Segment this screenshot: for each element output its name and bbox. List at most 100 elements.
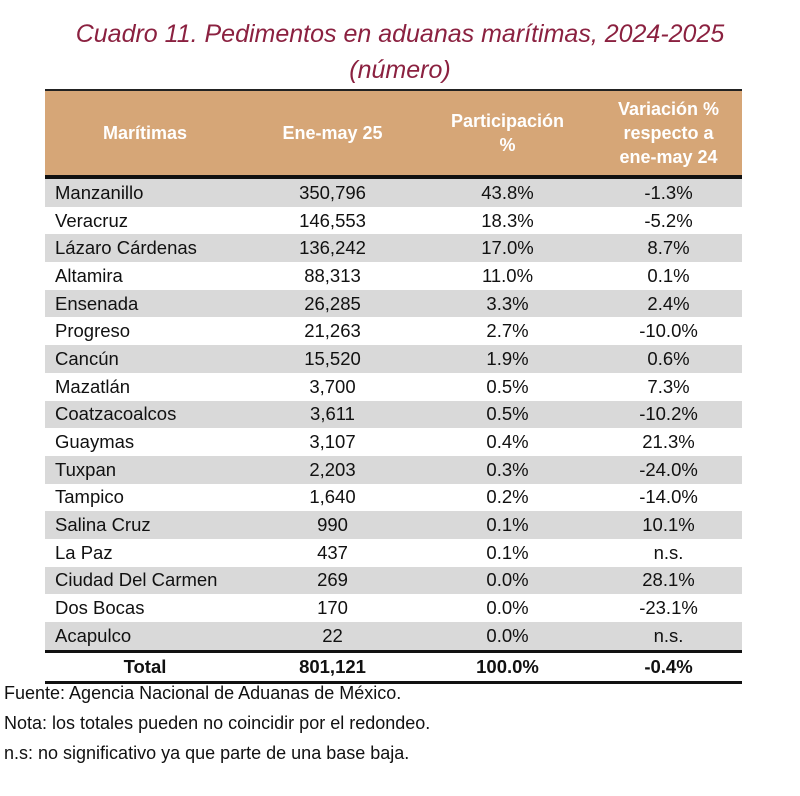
table-row: Ensenada 26,285 3.3% 2.4% xyxy=(45,289,742,318)
header-row: Marítimas Ene-may 25 Participación % Var… xyxy=(45,89,742,179)
cell-ene-may-25: 2,203 xyxy=(245,455,420,484)
cell-participacion: 0.0% xyxy=(486,597,529,619)
table-row: Progreso 21,263 2.7% -10.0% xyxy=(45,317,742,345)
cell-name: Tampico xyxy=(55,486,124,508)
header-ene-may-25: Ene-may 25 xyxy=(245,89,420,179)
cell-variacion: -10.0% xyxy=(639,320,698,342)
table-row: Coatzacoalcos 3,611 0.5% -10.2% xyxy=(45,400,742,429)
cell-name: Progreso xyxy=(55,320,131,342)
source-note: Fuente: Agencia Nacional de Aduanas de M… xyxy=(4,683,402,703)
cell-ene-may-25: 3,107 xyxy=(309,431,356,453)
cell-participacion: 17.0% xyxy=(420,234,595,263)
header-maritimas: Marítimas xyxy=(45,89,245,179)
cell-participacion: 0.0% xyxy=(420,622,595,652)
cell-name: Veracruz xyxy=(55,209,129,231)
table-row: Mazatlán 3,700 0.5% 7.3% xyxy=(45,373,742,401)
cell-name: Coatzacoalcos xyxy=(45,400,245,429)
cell-name: Lázaro Cárdenas xyxy=(45,234,245,263)
table-row: Cancún 15,520 1.9% 0.6% xyxy=(45,345,742,373)
cell-participacion: 0.4% xyxy=(486,431,529,453)
cell-ene-may-25: 269 xyxy=(245,566,420,595)
cell-ene-may-25: 3,700 xyxy=(309,375,356,397)
cell-variacion: 0.1% xyxy=(647,264,690,286)
cell-variacion: -23.1% xyxy=(639,597,698,619)
cell-name: Altamira xyxy=(55,264,123,286)
cell-ene-may-25: 170 xyxy=(317,597,348,619)
total-ene-may-25: 801,121 xyxy=(245,649,420,684)
table-row: Dos Bocas 170 0.0% -23.1% xyxy=(45,594,742,622)
cell-variacion: -14.0% xyxy=(639,486,698,508)
header-participacion-label: Participación % xyxy=(450,111,565,155)
cell-ene-may-25: 21,263 xyxy=(304,320,361,342)
cell-variacion: 0.6% xyxy=(595,345,742,373)
cell-variacion: -1.3% xyxy=(595,177,742,207)
cell-participacion: 0.1% xyxy=(486,541,529,563)
table-row: Salina Cruz 990 0.1% 10.1% xyxy=(45,511,742,539)
rounding-note: Nota: los totales pueden no coincidir po… xyxy=(4,713,431,733)
cell-participacion: 18.3% xyxy=(481,209,534,231)
cell-ene-may-25: 437 xyxy=(317,541,348,563)
table-row: Tampico 1,640 0.2% -14.0% xyxy=(45,484,742,512)
total-row: Total 801,121 100.0% -0.4% xyxy=(45,649,742,684)
cell-variacion: -10.2% xyxy=(595,400,742,429)
table-row: Altamira 88,313 11.0% 0.1% xyxy=(45,262,742,290)
cell-ene-may-25: 350,796 xyxy=(245,177,420,207)
cell-ene-may-25: 15,520 xyxy=(245,345,420,373)
cell-ene-may-25: 3,611 xyxy=(245,400,420,429)
cell-name: Manzanillo xyxy=(45,177,245,207)
cell-variacion: n.s. xyxy=(653,541,684,563)
cell-name: Ciudad Del Carmen xyxy=(45,566,245,595)
cell-name: Dos Bocas xyxy=(55,597,145,619)
table-row: Manzanillo 350,796 43.8% -1.3% xyxy=(45,177,742,207)
cell-ene-may-25: 146,553 xyxy=(299,209,366,231)
cell-ene-may-25: 1,640 xyxy=(309,486,356,508)
cell-variacion: 2.4% xyxy=(595,289,742,318)
cell-name: Ensenada xyxy=(45,289,245,318)
cell-variacion: 10.1% xyxy=(595,511,742,539)
cell-participacion: 0.0% xyxy=(420,566,595,595)
header-participacion: Participación % xyxy=(420,89,595,179)
cell-ene-may-25: 990 xyxy=(245,511,420,539)
header-variacion: Variación % respecto a ene-may 24 xyxy=(595,89,742,179)
cell-variacion: -5.2% xyxy=(644,209,693,231)
cell-participacion: 0.1% xyxy=(420,511,595,539)
cell-participacion: 0.5% xyxy=(420,400,595,429)
table-row: La Paz 437 0.1% n.s. xyxy=(45,539,742,567)
cell-name: La Paz xyxy=(55,541,113,563)
cell-variacion: 21.3% xyxy=(642,431,695,453)
cell-name: Tuxpan xyxy=(45,455,245,484)
cell-participacion: 11.0% xyxy=(481,264,534,286)
cell-variacion: -24.0% xyxy=(595,455,742,484)
table-row: Veracruz 146,553 18.3% -5.2% xyxy=(45,207,742,235)
cell-name: Salina Cruz xyxy=(45,511,245,539)
cell-participacion: 0.2% xyxy=(486,486,529,508)
cell-participacion: 2.7% xyxy=(486,320,529,342)
cell-variacion: 28.1% xyxy=(595,566,742,595)
cell-participacion: 3.3% xyxy=(420,289,595,318)
table-subtitle: (número) xyxy=(349,56,451,84)
cell-participacion: 0.3% xyxy=(420,455,595,484)
cell-name: Cancún xyxy=(45,345,245,373)
total-variacion: -0.4% xyxy=(595,649,742,684)
pedimentos-table: Marítimas Ene-may 25 Participación % Var… xyxy=(45,89,742,684)
cell-participacion: 43.8% xyxy=(420,177,595,207)
cell-variacion: 7.3% xyxy=(647,375,690,397)
cell-participacion: 1.9% xyxy=(420,345,595,373)
cell-name: Mazatlán xyxy=(55,375,131,397)
cell-ene-may-25: 22 xyxy=(245,622,420,652)
cell-variacion: n.s. xyxy=(595,622,742,652)
table-row: Tuxpan 2,203 0.3% -24.0% xyxy=(45,455,742,484)
table-row: Lázaro Cárdenas 136,242 17.0% 8.7% xyxy=(45,234,742,263)
cell-name: Acapulco xyxy=(45,622,245,652)
table-row: Ciudad Del Carmen 269 0.0% 28.1% xyxy=(45,566,742,595)
table-title: Cuadro 11. Pedimentos en aduanas marítim… xyxy=(75,20,725,48)
table-row: Acapulco 22 0.0% n.s. xyxy=(45,622,742,652)
cell-name: Guaymas xyxy=(55,431,135,453)
header-variacion-label: Variación % respecto a ene-may 24 xyxy=(617,99,720,167)
total-participacion: 100.0% xyxy=(420,649,595,684)
table-row: Guaymas 3,107 0.4% 21.3% xyxy=(45,428,742,456)
cell-ene-may-25: 88,313 xyxy=(304,264,361,286)
cell-variacion: 8.7% xyxy=(595,234,742,263)
cell-ene-may-25: 136,242 xyxy=(245,234,420,263)
cell-participacion: 0.5% xyxy=(486,375,529,397)
